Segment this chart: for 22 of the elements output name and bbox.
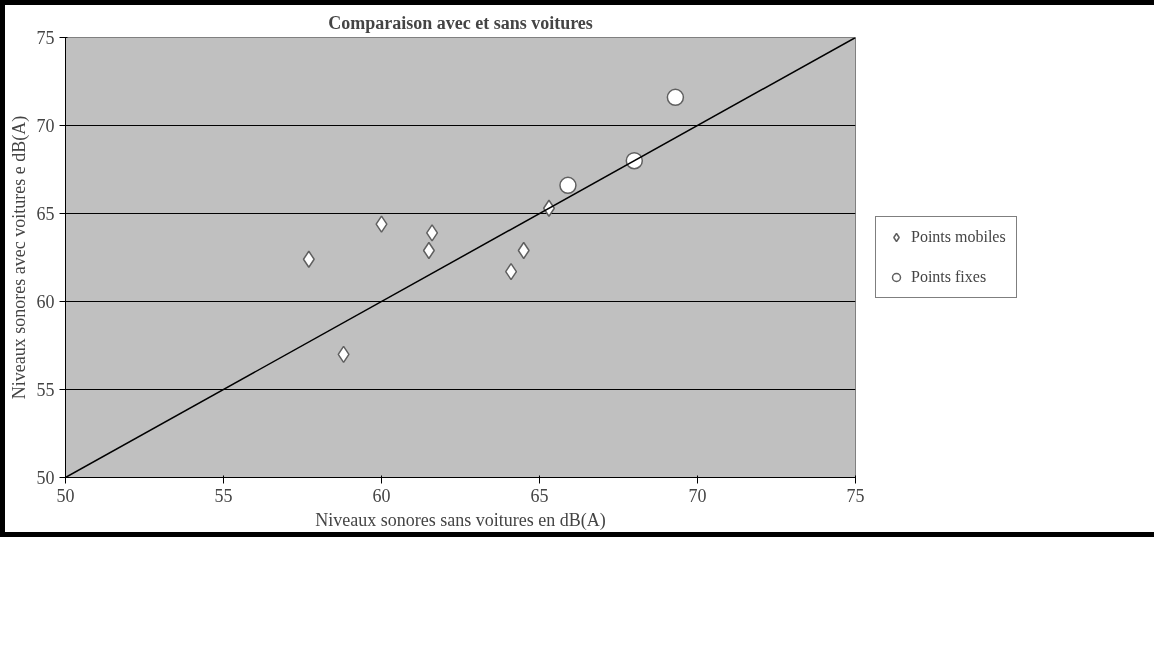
x-axis-title: Niveaux sonores sans voitures en dB(A) (315, 509, 606, 531)
point (666, 88, 685, 107)
x-tick-label: 65 (530, 485, 549, 506)
x-tick-label: 60 (372, 485, 391, 506)
point (425, 224, 439, 242)
chart-title: Comparaison avec et sans voitures (328, 12, 593, 33)
x-tick-label: 55 (214, 485, 233, 506)
legend-label: Points fixes (911, 268, 987, 286)
y-tick-label: 70 (36, 116, 55, 136)
y-tick-label: 60 (36, 292, 55, 312)
point (559, 176, 577, 195)
point (504, 262, 518, 281)
legend-label: Points mobiles (911, 228, 1006, 246)
y-tick-label: 50 (36, 468, 55, 488)
y-tick-label: 65 (36, 204, 55, 224)
y-tick-label: 55 (36, 380, 55, 400)
y-axis-title: Niveaux sonores avec voitures e dB(A) (8, 115, 30, 400)
x-tick-label: 70 (688, 485, 707, 506)
point (375, 215, 388, 233)
x-tick-label: 50 (56, 485, 75, 506)
x-tick-label: 75 (846, 485, 865, 506)
y-tick-label: 75 (36, 28, 55, 48)
